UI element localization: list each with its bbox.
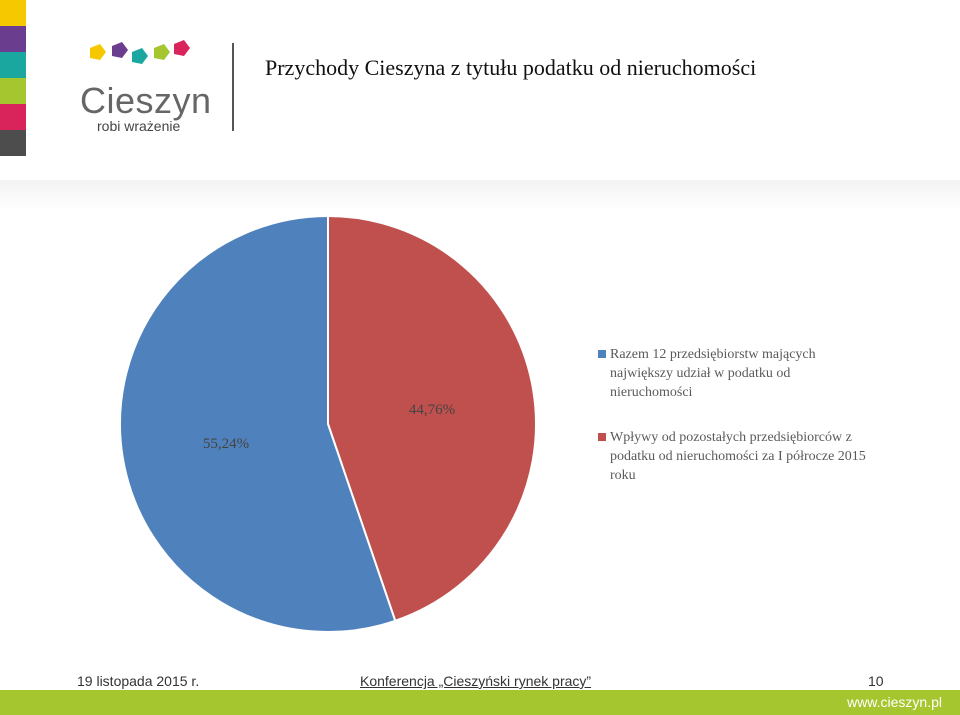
- strip-block-teal: [0, 52, 26, 78]
- data-label-series-1: 55,24%: [203, 436, 249, 452]
- chart-legend: Razem 12 przedsiębiorstw mających najwię…: [598, 345, 868, 511]
- footer-conference: Konferencja „Cieszyński rynek pracy”: [360, 673, 592, 689]
- strip-block-purple: [0, 26, 26, 52]
- footer-url[interactable]: www.cieszyn.pl: [847, 694, 942, 710]
- legend-item-series-1: Razem 12 przedsiębiorstw mających najwię…: [598, 345, 868, 402]
- color-strip: [0, 0, 26, 165]
- logo-slogan: robi wrażenie: [97, 118, 181, 134]
- legend-swatch-series-1: [598, 350, 606, 358]
- data-label-series-2: 44,76%: [409, 402, 455, 418]
- page-number: 10: [868, 673, 884, 689]
- header-divider: [232, 43, 234, 131]
- page-title: Przychody Cieszyna z tytułu podatku od n…: [265, 55, 757, 80]
- logo-name: Cieszyn: [80, 80, 212, 121]
- legend-label-series-1: Razem 12 przedsiębiorstw mających najwię…: [610, 347, 816, 400]
- strip-block-yellow: [0, 0, 26, 26]
- strip-block-pink: [0, 104, 26, 130]
- strip-block-green: [0, 78, 26, 104]
- pie-slice-series-1: [119, 214, 397, 633]
- footer-date: 19 listopada 2015 r.: [77, 673, 200, 689]
- cieszyn-logo-icon: [90, 40, 190, 64]
- footer-bar: [0, 690, 960, 715]
- legend-item-series-2: Wpływy od pozostałych przedsiębiorców z …: [598, 428, 868, 485]
- legend-label-series-2: Wpływy od pozostałych przedsiębiorców z …: [610, 430, 866, 483]
- pie-slice-series-2: [327, 214, 537, 623]
- legend-swatch-series-2: [598, 433, 606, 441]
- strip-block-gray: [0, 130, 26, 156]
